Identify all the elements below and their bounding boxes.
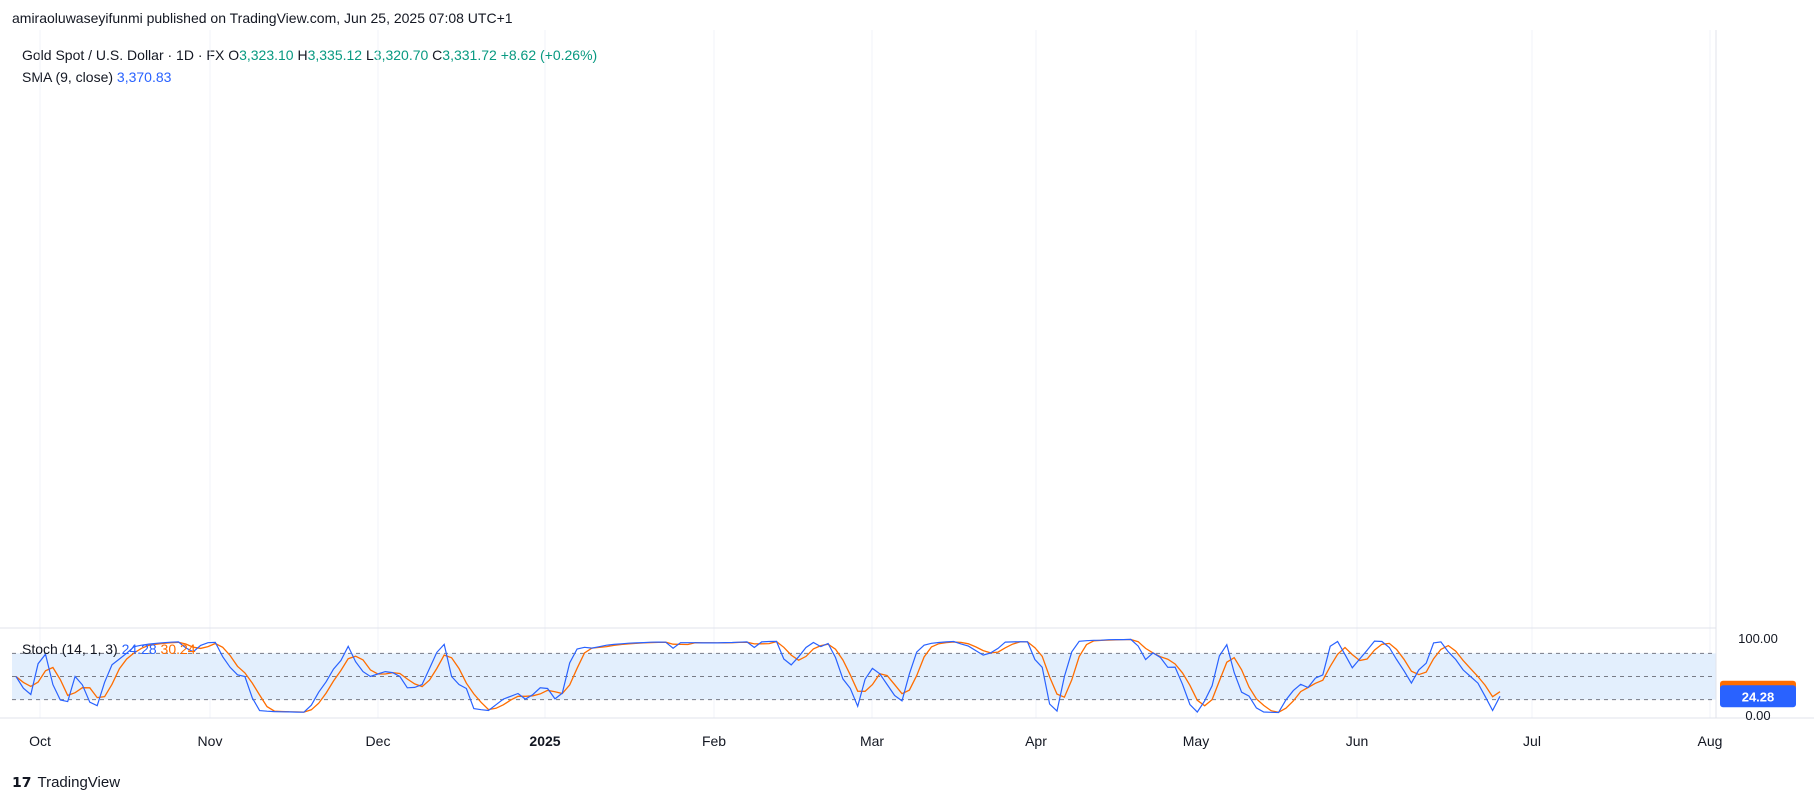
x-tick-label: 2025 [529,733,560,749]
sma-label[interactable]: SMA (9, close) [22,69,114,85]
x-tick-label: Feb [702,733,726,749]
x-tick-label: Oct [29,733,51,749]
x-tick-label: Nov [198,733,223,749]
stoch-d-value: 30.24 [160,641,196,657]
symbol-label[interactable]: Gold Spot / U.S. Dollar · 1D · FX [22,47,225,63]
stoch-tick-label: 100.00 [1738,631,1778,646]
low-value: 3,320.70 [373,47,429,63]
stoch-badge-label: 24.28 [1742,689,1775,704]
sma-value: 3,370.83 [116,69,172,85]
open-value: 3,323.10 [239,47,294,63]
x-tick-label: Apr [1025,733,1047,749]
stoch-badge [1720,685,1796,708]
x-tick-label: Aug [1698,733,1723,749]
x-tick-label: Mar [860,733,884,749]
stoch-d-line [15,638,1501,713]
stoch-label[interactable]: Stoch (14, 1, 3) [22,641,118,657]
stoch-tick-label: 0.00 [1745,708,1770,723]
footer: 𝟭𝟳 TradingView [12,774,120,791]
stoch-legend: Stoch (14, 1, 3) 24.28 30.24 [22,641,196,657]
axes: 2,600.002,700.002,800.002,900.003,000.00… [0,30,1814,749]
x-tick-label: May [1183,733,1209,749]
price-badges: 3,600.763,500.903,301.003,100.002,789.94… [1720,680,1796,708]
chart-legend: Gold Spot / U.S. Dollar · 1D · FX O3,323… [22,47,598,85]
x-tick-label: Dec [366,733,391,749]
chart-grid [39,30,1711,718]
x-tick-label: Jul [1523,733,1541,749]
change-value: +8.62 (+0.26%) [500,47,598,63]
stochastic-panel [0,627,1716,714]
stoch-k-line [15,638,1501,714]
high-value: 3,335.12 [307,47,363,63]
published-line: amiraoluwaseyifunmi published on Trading… [12,10,513,26]
close-value: 3,331.72 [442,47,497,63]
x-tick-label: Jun [1346,733,1369,749]
footer-brand[interactable]: TradingView [37,774,121,791]
stoch-k-value: 24.28 [121,641,157,657]
tradingview-logo-icon: 𝟭𝟳 [12,774,32,790]
